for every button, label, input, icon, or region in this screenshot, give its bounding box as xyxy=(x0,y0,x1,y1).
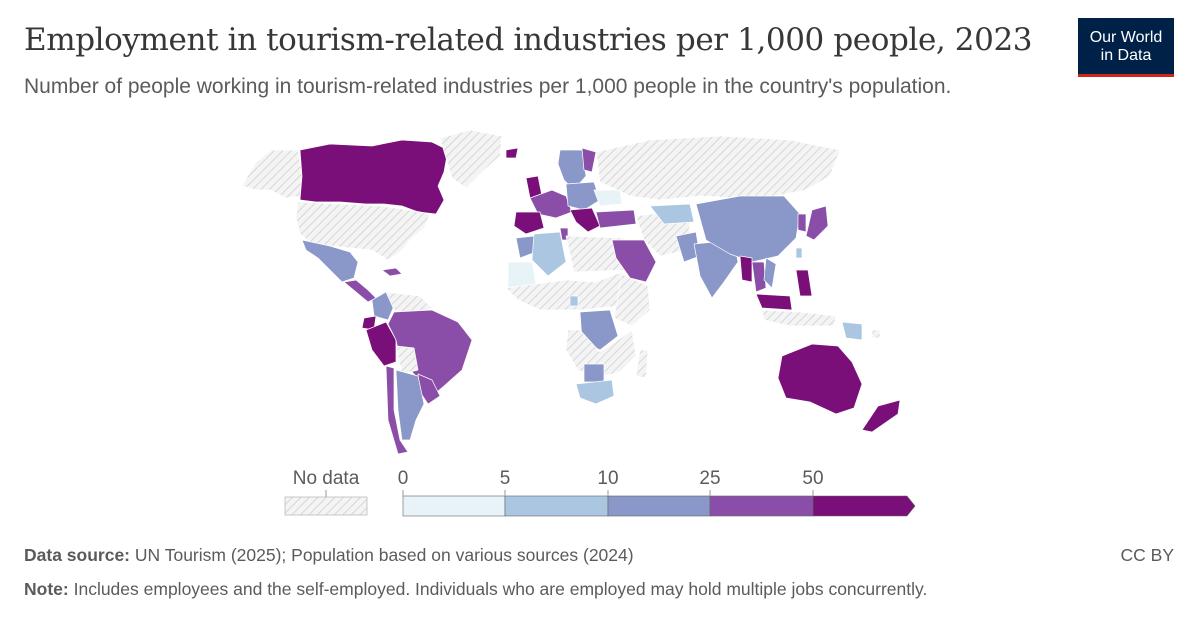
country-papua-new-guinea[interactable] xyxy=(841,321,863,341)
legend-bin-2 xyxy=(607,495,711,517)
logo-line-2: in Data xyxy=(1100,47,1152,64)
legend-tick-label-4: 50 xyxy=(802,468,823,489)
country-peru[interactable] xyxy=(365,321,397,367)
legend-tick-label-1: 5 xyxy=(500,468,511,489)
legend-tick-label-0: 0 xyxy=(398,468,409,489)
country-spain-portugal[interactable] xyxy=(513,211,545,235)
country-central-europe[interactable] xyxy=(565,181,601,211)
country-china[interactable] xyxy=(695,195,801,263)
note-label: Note: xyxy=(24,579,69,599)
country-indonesia[interactable] xyxy=(761,309,837,327)
country-thailand[interactable] xyxy=(751,261,767,293)
country-mexico[interactable] xyxy=(301,239,359,283)
country-australia[interactable] xyxy=(777,343,863,415)
country-sierra-leone[interactable] xyxy=(569,295,579,307)
country-central-africa-south[interactable] xyxy=(565,329,637,379)
data-source: Data source: UN Tourism (2025); Populati… xyxy=(24,545,634,566)
chart-subtitle: Number of people working in tourism-rela… xyxy=(24,75,952,98)
country-caribbean[interactable] xyxy=(381,267,403,277)
country-colombia[interactable] xyxy=(371,291,395,321)
country-algeria[interactable] xyxy=(531,231,567,277)
country-taiwan[interactable] xyxy=(795,247,803,259)
country-vietnam[interactable] xyxy=(763,257,777,289)
note-text: Includes employees and the self-employed… xyxy=(73,579,928,599)
legend-bin-1 xyxy=(504,495,609,517)
country-italy-balkans[interactable] xyxy=(569,207,601,233)
country-south-africa[interactable] xyxy=(575,379,615,405)
country-malaysia[interactable] xyxy=(755,293,793,311)
legend-no-data-label: No data xyxy=(293,468,360,489)
country-chile[interactable] xyxy=(385,365,409,455)
country-turkey[interactable] xyxy=(595,209,637,229)
chart-title: Employment in tourism-related industries… xyxy=(24,22,1033,58)
country-argentina[interactable] xyxy=(395,369,425,441)
country-russia[interactable] xyxy=(595,135,841,201)
data-source-text: UN Tourism (2025); Population based on v… xyxy=(134,545,634,565)
logo-line-1: Our World xyxy=(1089,29,1163,46)
country-ukraine[interactable] xyxy=(593,189,623,207)
owid-logo[interactable]: Our World in Data xyxy=(1078,18,1174,77)
country-finland[interactable] xyxy=(581,147,597,173)
country-east-africa[interactable] xyxy=(613,273,651,327)
note: Note: Includes employees and the self-em… xyxy=(24,579,927,600)
legend-bin-0 xyxy=(402,495,506,517)
country-korea[interactable] xyxy=(797,213,807,233)
legend-tick-label-3: 25 xyxy=(699,468,720,489)
country-pacific-islands[interactable] xyxy=(871,329,881,339)
country-bolivia[interactable] xyxy=(395,345,419,375)
country-greenland[interactable] xyxy=(439,129,503,189)
country-iceland[interactable] xyxy=(505,147,519,159)
legend-bin-3 xyxy=(709,495,814,517)
country-myanmar[interactable] xyxy=(739,255,753,283)
data-source-label: Data source: xyxy=(24,545,131,565)
license-link[interactable]: CC BY xyxy=(1120,545,1174,565)
country-japan[interactable] xyxy=(805,205,829,241)
country-philippines[interactable] xyxy=(795,269,813,297)
country-madagascar[interactable] xyxy=(635,349,649,379)
legend-no-data-swatch xyxy=(284,496,368,516)
country-canada[interactable] xyxy=(299,139,449,215)
legend-bin-4 xyxy=(812,495,916,517)
country-usa[interactable] xyxy=(295,201,431,261)
country-central-asia[interactable] xyxy=(649,203,695,225)
legend-tick-label-2: 10 xyxy=(597,468,618,489)
country-new-zealand[interactable] xyxy=(861,399,901,433)
